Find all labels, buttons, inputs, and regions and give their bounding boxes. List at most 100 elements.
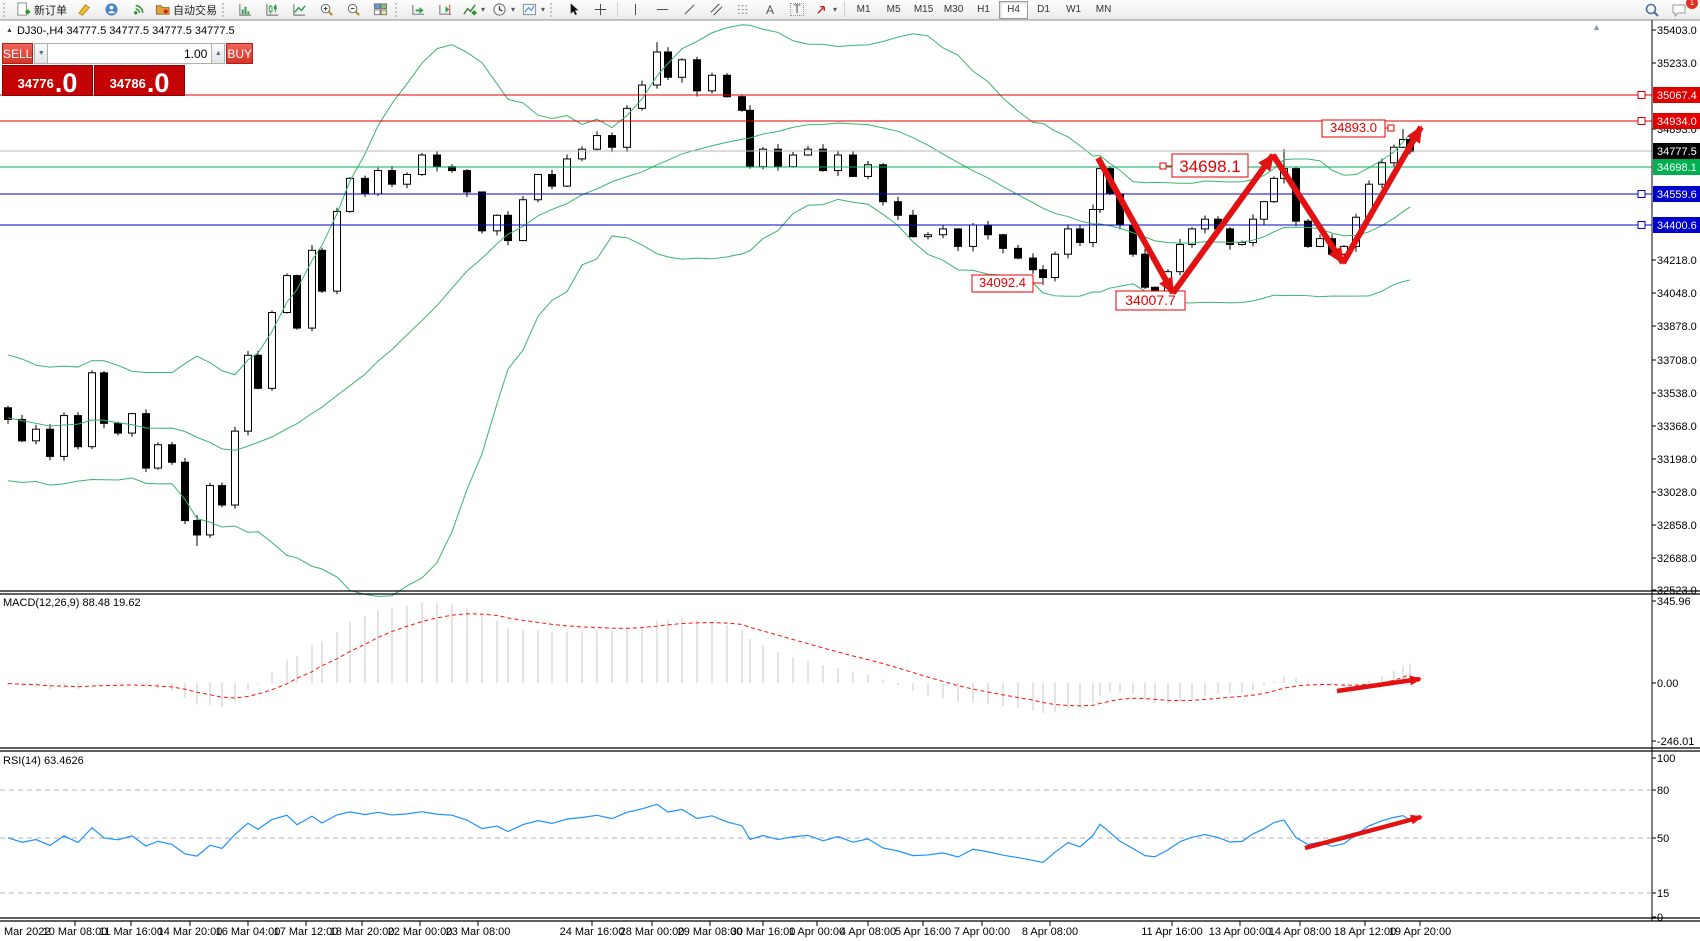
toolbar-grip[interactable] — [222, 2, 228, 17]
cursor-button[interactable] — [560, 1, 586, 19]
bar-chart-button[interactable] — [232, 1, 258, 19]
templates-button[interactable]: ▾ — [519, 1, 548, 19]
buy-button[interactable]: BUY — [226, 43, 254, 64]
svg-text:7 Apr 00:00: 7 Apr 00:00 — [954, 926, 1010, 938]
candle-body — [254, 354, 262, 389]
marker-button[interactable] — [71, 1, 97, 19]
candle-body — [318, 249, 326, 292]
candle-body — [894, 201, 902, 216]
indicators-button[interactable]: ▾ — [459, 1, 488, 19]
zoom-in-button[interactable] — [313, 1, 339, 19]
crosshair-button[interactable] — [587, 1, 613, 19]
macd-pane — [7, 603, 1411, 713]
level-lines[interactable] — [0, 91, 1652, 229]
svg-text:4 Apr 08:00: 4 Apr 08:00 — [840, 926, 896, 938]
volume-input[interactable] — [48, 43, 212, 64]
svg-text:17 Mar 12:00: 17 Mar 12:00 — [274, 926, 339, 938]
label-tool-button[interactable]: T — [784, 1, 810, 19]
label-tool-icon: T — [790, 3, 804, 16]
price-annotation-box[interactable] — [1171, 153, 1249, 178]
sell-price[interactable]: 34776.0 — [2, 65, 93, 96]
periods-button[interactable]: ▾ — [489, 1, 518, 19]
autotrading-button[interactable]: 自动交易 — [152, 1, 220, 19]
timeframe-m5[interactable]: M5 — [886, 3, 901, 15]
timeframe-w1[interactable]: W1 — [1066, 3, 1082, 15]
community-icon — [104, 2, 119, 17]
price-axis[interactable]: 35403.035233.034893.034218.034048.033878… — [1652, 25, 1700, 597]
svg-text:32688.0: 32688.0 — [1657, 553, 1697, 565]
candle-body — [478, 191, 486, 232]
svg-text:29 Mar 08:00: 29 Mar 08:00 — [678, 926, 743, 938]
community-button[interactable] — [98, 1, 124, 19]
scroll-up-icon[interactable]: ▲ — [1592, 22, 1601, 32]
candle-body — [1249, 218, 1257, 244]
zoom-out-button[interactable] — [340, 1, 366, 19]
rsi-line — [7, 803, 1411, 863]
svg-text:33368.0: 33368.0 — [1657, 421, 1697, 433]
line-anchor-handle[interactable] — [1637, 221, 1646, 229]
timeframe-h4[interactable]: H4 — [999, 0, 1029, 19]
label-anchor-handle[interactable] — [1387, 124, 1395, 132]
zigzag-arrow[interactable] — [1095, 156, 1176, 295]
fibonacci-button[interactable] — [730, 1, 756, 19]
macd-trend-arrow[interactable] — [1336, 675, 1422, 694]
svg-text:30 Mar 16:00: 30 Mar 16:00 — [731, 926, 796, 938]
channel-button[interactable] — [703, 1, 729, 19]
trendline-button[interactable] — [676, 1, 702, 19]
search-icon — [1644, 2, 1660, 18]
candle-body — [1188, 228, 1196, 245]
price-badge — [1653, 113, 1700, 129]
line-anchor-handle[interactable] — [1637, 190, 1646, 198]
sell-button[interactable]: SELL — [2, 43, 34, 64]
analysis-annotations[interactable]: 34893.0 34698.1 34092.4 34007.7 — [971, 119, 1424, 851]
sell-price-main: 34776 — [17, 76, 54, 91]
svg-text:13 Apr 00:00: 13 Apr 00:00 — [1209, 926, 1271, 938]
timeframe-m30[interactable]: M30 — [943, 3, 964, 15]
timeframe-mn[interactable]: MN — [1095, 3, 1112, 15]
tile-windows-button[interactable] — [367, 1, 393, 19]
price-annotation-box[interactable] — [1115, 290, 1186, 311]
rsi-trend-arrow[interactable] — [1304, 814, 1423, 851]
new-order-icon — [16, 2, 31, 17]
chat-button[interactable]: 1 — [1666, 0, 1698, 19]
vertical-line-button[interactable] — [622, 1, 648, 19]
text-tool-button[interactable]: A — [757, 1, 783, 19]
candle-body — [693, 59, 701, 92]
signals-button[interactable] — [125, 1, 151, 19]
new-order-label: 新订单 — [34, 4, 67, 17]
arrows-tool-button[interactable]: ▾ — [811, 1, 840, 19]
candlestick-chart-icon — [265, 2, 280, 17]
zigzag-arrow[interactable] — [1170, 153, 1276, 295]
svg-text:24 Mar 16:00: 24 Mar 16:00 — [560, 926, 625, 938]
buy-price[interactable]: 34786.0 — [94, 65, 185, 96]
label-anchor-handle[interactable] — [1159, 162, 1167, 170]
timeframe-h1[interactable]: H1 — [977, 3, 990, 15]
svg-text:23 Mar 08:00: 23 Mar 08:00 — [446, 926, 511, 938]
price-annotation-box[interactable] — [1321, 119, 1386, 138]
search-button[interactable] — [1639, 1, 1665, 19]
toolbar-grip[interactable] — [550, 2, 556, 17]
timeframe-m1[interactable]: M1 — [856, 3, 871, 15]
candlestick-chart-button[interactable] — [259, 1, 285, 19]
line-anchor-handle[interactable] — [1637, 91, 1646, 99]
volume-up-button[interactable]: ▲ — [211, 43, 226, 64]
new-order-button[interactable]: 新订单 — [13, 1, 70, 19]
toolbar-grip[interactable] — [395, 2, 401, 17]
horizontal-line-button[interactable] — [649, 1, 675, 19]
toolbar-grip[interactable] — [3, 2, 9, 17]
candle-body — [1064, 228, 1072, 255]
timeframe-d1[interactable]: D1 — [1037, 3, 1050, 15]
indicator-axes: 345.96 0.00 -246.01 100 80 50 15 0 — [1652, 596, 1694, 924]
volume-down-button[interactable]: ▼ — [34, 43, 49, 64]
auto-scroll-button[interactable] — [405, 1, 431, 19]
price-annotation-box[interactable] — [971, 274, 1034, 293]
line-anchor-handle[interactable] — [1637, 117, 1646, 125]
timeframe-m15[interactable]: M15 — [913, 3, 934, 15]
line-chart-button[interactable] — [286, 1, 312, 19]
collapse-icon[interactable]: ▲ — [6, 27, 13, 34]
zigzag-arrow[interactable] — [1270, 153, 1346, 265]
chart-shift-button[interactable] — [432, 1, 458, 19]
zigzag-arrow[interactable] — [1340, 125, 1424, 265]
